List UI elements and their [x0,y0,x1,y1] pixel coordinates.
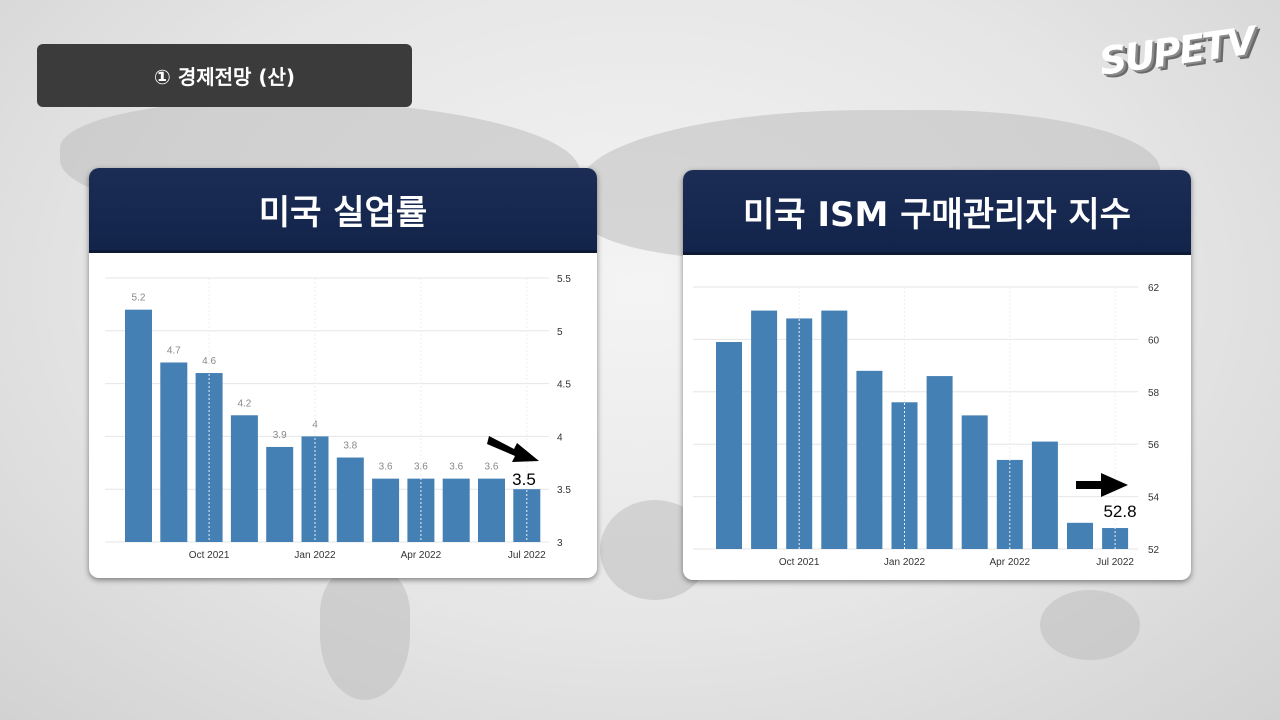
x-tick-label: Jul 2022 [508,550,546,561]
bar [786,318,813,549]
data-label: 4.6 [202,356,216,367]
data-label: 5.2 [132,293,146,304]
data-label: 4.7 [167,345,181,356]
data-label: 3.6 [449,462,463,473]
y-tick-label: 3 [557,538,563,549]
x-tick-label: Jul 2022 [1096,557,1134,568]
annotation-value: 52.8 [1103,502,1136,521]
x-tick-label: Oct 2021 [779,557,820,568]
y-tick-label: 56 [1148,440,1160,451]
y-tick-label: 62 [1148,283,1160,294]
bar [926,376,953,549]
y-tick-label: 4 [557,432,563,443]
data-label: 4.2 [237,398,251,409]
data-label: 3.6 [485,462,499,473]
bar [195,373,223,542]
bar [1031,441,1058,549]
world-map-background [320,570,410,700]
arrow-icon [487,436,539,462]
bar [372,478,400,542]
bar [230,415,258,542]
unemployment-chart: 3 3.5 4 4.5 5 5.5 5.2 4.7 4.6 4.2 3.9 4 3.8 3.6 3.6 3.6… [105,274,571,561]
y-tick-label: 54 [1148,493,1160,504]
y-tick-label: 60 [1148,335,1160,346]
bar [751,310,778,549]
x-tick-label: Jan 2022 [294,550,336,561]
data-label: 4 [312,419,318,430]
world-map-background [1040,590,1140,660]
data-label: 3.6 [379,462,393,473]
bar [961,415,988,549]
x-tick-label: Jan 2022 [884,557,926,568]
arrow-icon [1076,473,1128,497]
y-tick-label: 5 [557,327,563,338]
y-tick-label: 4.5 [557,380,571,391]
y-tick-label: 5.5 [557,274,571,285]
bar [442,478,470,542]
ism-panel: 미국 ISM 구매관리자 지수 52 54 56 58 60 62 Oct 2021 Jan … [683,170,1191,580]
bar [160,362,188,542]
bar [125,309,152,542]
data-label: 3.9 [273,430,287,441]
bar [1102,528,1129,549]
bar [716,342,742,549]
y-tick-label: 58 [1148,388,1160,399]
panel-title: 미국 실업률 [89,168,597,253]
bar [856,370,883,549]
annotation-value: 3.5 [512,470,536,489]
ism-chart: 52 54 56 58 60 62 Oct 2021 Jan 2022 Apr 2022 Jul … [693,283,1160,568]
unemployment-panel: 미국 실업률 3 3.5 4 4.5 5 5.5 5.2 4.7 4.6 4.2 3.9 4 3.8 3.… [89,168,597,578]
panel-title: 미국 ISM 구매관리자 지수 [683,170,1191,255]
supetv-logo: SUPETV [1096,18,1257,84]
bar [821,310,848,549]
x-tick-label: Apr 2022 [401,550,442,561]
section-label: ① 경제전망 (산) [37,44,412,107]
x-tick-label: Oct 2021 [189,550,230,561]
x-tick-label: Apr 2022 [990,557,1031,568]
bar [336,457,364,542]
bar [266,446,294,542]
y-tick-label: 3.5 [557,485,571,496]
bar [1067,522,1093,549]
data-label: 3.8 [343,441,357,452]
y-tick-label: 52 [1148,545,1160,556]
bar [478,478,505,542]
